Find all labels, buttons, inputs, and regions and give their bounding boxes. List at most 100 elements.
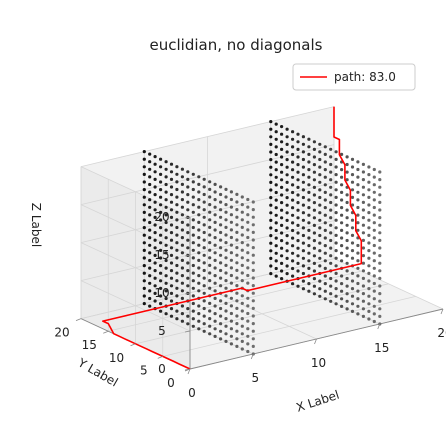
obstacle-point xyxy=(350,287,355,291)
obstacle-point xyxy=(246,258,250,262)
obstacle-point xyxy=(372,175,376,179)
obstacle-point xyxy=(356,213,360,217)
obstacle-point xyxy=(312,261,316,265)
obstacle-point xyxy=(186,170,190,174)
x-tick-label: 0 xyxy=(188,386,196,400)
obstacle-point xyxy=(246,281,250,285)
obstacle-point xyxy=(251,246,255,250)
obstacle-point xyxy=(191,309,195,313)
obstacle-point xyxy=(296,140,300,144)
obstacle-point xyxy=(159,294,163,298)
obstacle-point xyxy=(142,165,146,169)
obstacle-point xyxy=(175,279,179,283)
obstacle-point xyxy=(356,266,360,270)
obstacle-point xyxy=(312,223,316,227)
obstacle-point xyxy=(269,196,273,200)
obstacle-point xyxy=(169,170,174,174)
obstacle-point xyxy=(361,261,365,265)
obstacle-point xyxy=(235,329,239,333)
obstacle-point xyxy=(219,337,223,341)
obstacle-point xyxy=(213,304,217,308)
obstacle-point xyxy=(186,307,190,311)
obstacle-point xyxy=(361,269,365,273)
obstacle-point xyxy=(153,208,157,212)
obstacle-point xyxy=(285,127,289,131)
obstacle-point xyxy=(356,297,360,301)
x-tick-label: 5 xyxy=(251,371,259,385)
obstacle-point xyxy=(329,238,333,243)
obstacle-point xyxy=(323,289,327,293)
obstacle-point xyxy=(229,220,233,224)
obstacle-point xyxy=(301,287,305,291)
obstacle-point xyxy=(213,228,217,232)
obstacle-point xyxy=(246,296,250,300)
obstacle-point xyxy=(153,269,157,273)
obstacle-point xyxy=(235,291,239,295)
obstacle-point xyxy=(378,178,382,182)
obstacle-point xyxy=(269,272,273,276)
obstacle-point xyxy=(235,261,239,265)
obstacle-point xyxy=(180,220,184,224)
obstacle-point xyxy=(240,324,244,328)
obstacle-point xyxy=(208,218,212,222)
obstacle-point xyxy=(153,155,157,159)
obstacle-point xyxy=(350,249,355,253)
obstacle-point xyxy=(186,185,190,189)
obstacle-point xyxy=(291,168,295,172)
obstacle-point xyxy=(213,236,217,240)
obstacle-point xyxy=(208,187,212,191)
obstacle-point xyxy=(191,271,195,275)
obstacle-point xyxy=(318,173,322,177)
obstacle-point xyxy=(213,251,217,255)
obstacle-point xyxy=(148,205,152,209)
obstacle-point xyxy=(219,208,223,212)
obstacle-point xyxy=(229,273,233,278)
obstacle-point xyxy=(312,254,316,258)
obstacle-point xyxy=(269,211,273,215)
obstacle-point xyxy=(191,263,195,268)
obstacle-point xyxy=(356,221,360,225)
obstacle-point xyxy=(274,122,278,126)
obstacle-point xyxy=(219,185,223,189)
obstacle-point xyxy=(345,269,349,273)
obstacle-point xyxy=(301,226,305,230)
obstacle-point xyxy=(345,178,349,182)
obstacle-point xyxy=(372,274,376,278)
obstacle-point xyxy=(202,276,206,280)
obstacle-point xyxy=(175,294,179,298)
obstacle-point xyxy=(186,231,190,235)
obstacle-point xyxy=(356,160,360,164)
obstacle-point xyxy=(307,190,311,194)
obstacle-point xyxy=(301,264,305,268)
obstacle-point xyxy=(361,314,365,318)
obstacle-point xyxy=(323,221,327,225)
y-tick-label: 0 xyxy=(167,376,175,390)
obstacle-point xyxy=(274,198,278,202)
obstacle-point xyxy=(202,238,206,242)
y-tick-label: 5 xyxy=(140,363,148,377)
obstacle-point xyxy=(159,157,163,161)
obstacle-point xyxy=(372,243,376,248)
obstacle-point xyxy=(202,322,206,326)
obstacle-point xyxy=(285,241,289,245)
obstacle-point xyxy=(356,175,360,179)
obstacle-point xyxy=(159,286,163,290)
obstacle-point xyxy=(280,277,284,281)
obstacle-point xyxy=(334,256,338,260)
tick-mark xyxy=(103,330,109,334)
obstacle-point xyxy=(159,172,163,176)
obstacle-point xyxy=(269,180,273,184)
obstacle-point xyxy=(329,155,333,159)
obstacle-point xyxy=(280,155,284,159)
obstacle-point xyxy=(350,241,355,245)
obstacle-point xyxy=(323,160,327,164)
obstacle-point xyxy=(191,248,195,252)
tick-mark xyxy=(184,292,191,295)
obstacle-point xyxy=(356,167,360,172)
obstacle-point xyxy=(229,213,233,217)
obstacle-point xyxy=(329,193,333,197)
obstacle-point xyxy=(301,241,305,245)
obstacle-point xyxy=(329,284,333,288)
obstacle-point xyxy=(307,145,311,149)
obstacle-point xyxy=(280,254,284,258)
